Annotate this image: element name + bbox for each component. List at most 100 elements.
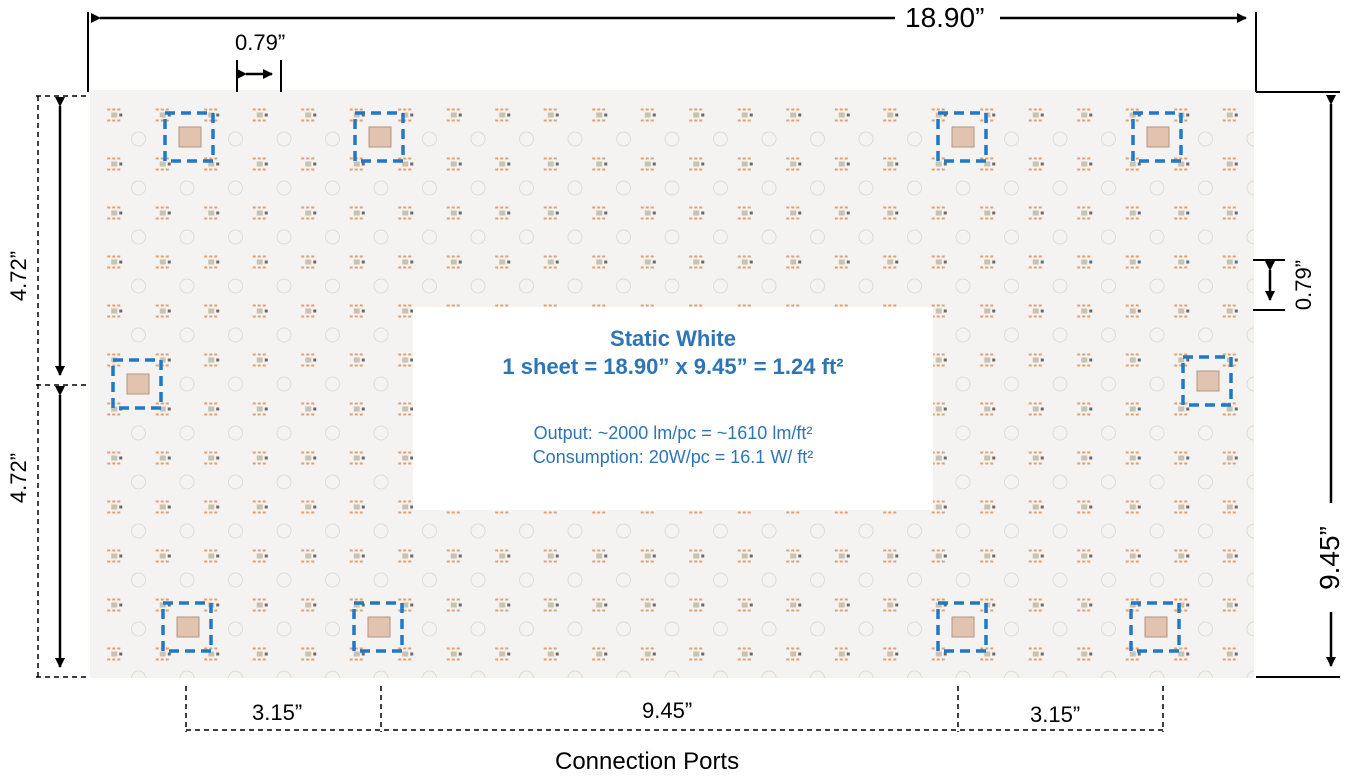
led-cell xyxy=(980,206,1019,245)
led-cell xyxy=(349,451,389,490)
led-cell xyxy=(1125,206,1165,245)
led-cell xyxy=(883,647,922,678)
port-offset-left-label: 3.15” xyxy=(252,700,303,725)
led-cell xyxy=(1125,402,1165,441)
led-cell xyxy=(640,549,680,588)
led-cell xyxy=(495,255,534,294)
led-cell xyxy=(301,108,340,147)
led-cell xyxy=(834,108,874,147)
led-cell xyxy=(398,108,437,147)
led-cell xyxy=(931,402,971,441)
led-cell xyxy=(883,157,922,196)
led-cell xyxy=(786,647,825,678)
led-cell xyxy=(834,206,874,245)
led-cell xyxy=(689,255,728,294)
led-cell xyxy=(204,304,243,343)
led-cell xyxy=(931,304,971,343)
led-cell xyxy=(689,598,728,637)
led-cell xyxy=(155,255,195,294)
led-cell xyxy=(107,304,146,343)
led-cell xyxy=(155,304,195,343)
led-cell xyxy=(640,647,680,678)
led-cell xyxy=(543,108,583,147)
led-cell xyxy=(107,108,146,147)
led-cell xyxy=(737,549,777,588)
led-cell xyxy=(689,647,728,678)
led-cell xyxy=(1222,598,1254,637)
led-cell xyxy=(737,108,777,147)
led-cell xyxy=(931,353,971,392)
led-cell xyxy=(1174,304,1213,343)
led-cell xyxy=(543,206,583,245)
led-cell xyxy=(640,255,680,294)
connection-ports-caption: Connection Ports xyxy=(555,748,740,775)
led-cell xyxy=(1028,647,1068,678)
led-cell xyxy=(592,598,631,637)
led-cell xyxy=(446,206,486,245)
led-cell xyxy=(107,206,146,245)
connection-port-marker xyxy=(936,601,988,653)
led-cell xyxy=(883,549,922,588)
led-cell xyxy=(1174,647,1213,678)
led-cell xyxy=(446,108,486,147)
led-cell xyxy=(931,206,971,245)
led-cell xyxy=(252,108,292,147)
half-height-upper-label: 4.72” xyxy=(6,250,31,302)
led-cell xyxy=(1222,304,1254,343)
sheet-dimensions: 1 sheet = 18.90” x 9.45” = 1.24 ft² xyxy=(502,354,844,379)
led-cell xyxy=(349,549,389,588)
led-cell xyxy=(786,108,825,147)
led-cell xyxy=(495,647,534,678)
led-cell xyxy=(495,598,534,637)
led-cell xyxy=(301,157,340,196)
panel-specs-box: Static White 1 sheet = 18.90” x 9.45” = … xyxy=(413,307,933,510)
led-cell xyxy=(834,157,874,196)
led-cell xyxy=(1222,255,1254,294)
led-cell xyxy=(1077,157,1116,196)
connection-port-markers xyxy=(111,111,1233,653)
led-cell xyxy=(446,255,486,294)
led-cell xyxy=(398,206,437,245)
led-cell xyxy=(1028,206,1068,245)
led-cell xyxy=(980,304,1019,343)
led-cell xyxy=(640,206,680,245)
led-cell xyxy=(204,206,243,245)
led-cell xyxy=(1222,157,1254,196)
led-cell xyxy=(107,255,146,294)
led-cell xyxy=(592,157,631,196)
led-cell xyxy=(883,255,922,294)
led-cell xyxy=(980,353,1019,392)
led-cell xyxy=(786,598,825,637)
led-cell xyxy=(980,157,1019,196)
led-cell xyxy=(107,157,146,196)
pitch-vertical-label: 0.79” xyxy=(1291,259,1316,311)
connection-port-marker xyxy=(163,111,215,163)
led-cell xyxy=(689,108,728,147)
led-cell xyxy=(834,549,874,588)
led-cell xyxy=(252,304,292,343)
led-cell xyxy=(543,647,583,678)
led-cell xyxy=(107,500,146,539)
led-cell xyxy=(1125,304,1165,343)
led-cell xyxy=(301,647,340,678)
led-cell xyxy=(349,647,389,678)
led-cell xyxy=(640,598,680,637)
led-cell xyxy=(1174,255,1213,294)
port-spacing-middle-label: 9.45” xyxy=(642,698,693,723)
led-cell xyxy=(1028,304,1068,343)
port-spacing-lines xyxy=(185,686,1164,732)
led-cell xyxy=(980,647,1019,678)
led-cell xyxy=(543,157,583,196)
led-cell xyxy=(204,402,243,441)
led-cell xyxy=(543,549,583,588)
led-cell xyxy=(980,500,1019,539)
led-cell xyxy=(301,598,340,637)
led-cell xyxy=(301,451,340,490)
led-cell xyxy=(252,598,292,637)
led-cell xyxy=(786,206,825,245)
connection-port-marker xyxy=(161,601,213,653)
led-cell xyxy=(1125,500,1165,539)
led-cell xyxy=(1174,402,1213,441)
led-cell xyxy=(737,598,777,637)
